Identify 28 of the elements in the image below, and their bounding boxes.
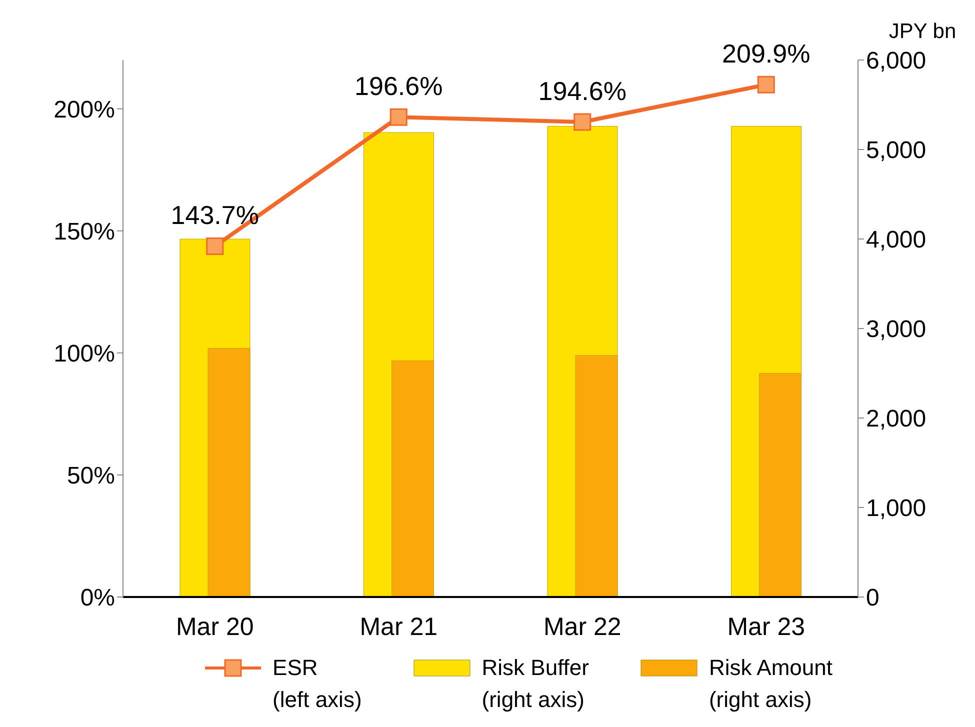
x-tick-label: Mar 20 (176, 612, 254, 641)
y2-tick-label: 4,000 (866, 226, 926, 254)
y2-tick-label: 6,000 (866, 48, 926, 75)
y-tick-label: 200% (54, 96, 115, 124)
y2-tick-label: 0 (866, 584, 880, 612)
legend-label: Risk Buffer (right axis) (482, 654, 589, 714)
y2-axis-title: JPY bn (888, 20, 956, 43)
y-tick-label: 0% (80, 584, 115, 612)
point (206, 237, 224, 255)
data-label: 143.7% (170, 200, 259, 230)
legend-label: ESR (left axis) (272, 654, 362, 714)
data-label: 209.9% (722, 38, 810, 69)
y2-tick-label: 2,000 (866, 406, 926, 433)
x-tick-label: Mar 21 (360, 612, 438, 641)
data-label: 194.6% (538, 76, 626, 106)
point (390, 108, 408, 126)
y-tick-label: 100% (54, 340, 115, 368)
y2-tick-label: 3,000 (866, 316, 926, 344)
y2-tick-label: 1,000 (866, 495, 926, 522)
data-label: 196.6% (354, 71, 443, 102)
point (574, 113, 592, 131)
point (757, 76, 775, 94)
y-tick-label: 50% (66, 462, 115, 490)
y2-tick-label: 5,000 (866, 137, 926, 164)
x-tick-label: Mar 23 (727, 612, 806, 641)
legend-label: Risk Amount (right axis) (708, 654, 832, 714)
y-tick-label: 150% (54, 218, 115, 246)
x-tick-label: Mar 22 (543, 612, 622, 641)
